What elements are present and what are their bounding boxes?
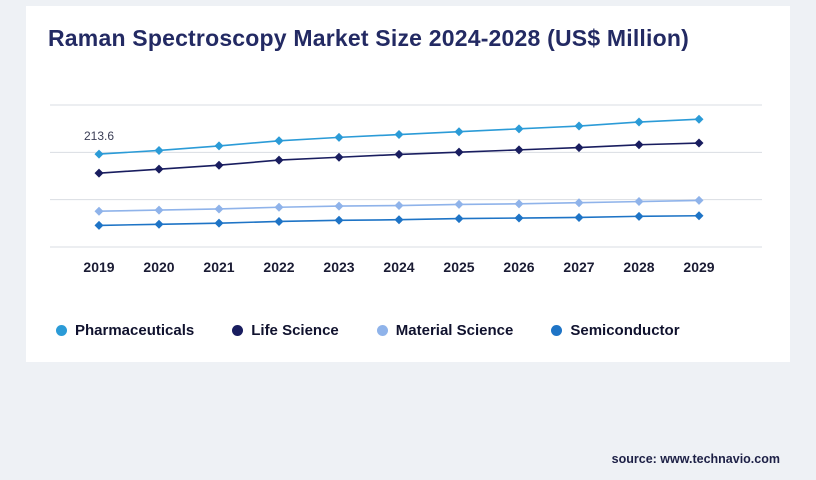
data-point-marker — [274, 202, 284, 212]
data-point-marker — [634, 117, 644, 127]
market-size-line-chart: 2019 2020 2021 2022 2023 2024 2025 2026 2027 2028… — [50, 104, 762, 275]
chart-card: Raman Spectroscopy Market Size 2024-2028… — [26, 6, 790, 362]
x-axis-label: 2028 — [623, 259, 654, 275]
data-point-marker — [454, 127, 464, 137]
data-point-marker — [694, 114, 704, 124]
series-material-science — [94, 195, 704, 216]
data-point-marker — [634, 140, 644, 150]
data-point-marker — [334, 132, 344, 142]
x-axis-label: 2022 — [263, 259, 294, 275]
data-point-marker — [94, 206, 104, 216]
data-point-marker — [214, 204, 224, 214]
x-axis-label: 2029 — [683, 259, 714, 275]
legend-label: Semiconductor — [570, 322, 680, 339]
data-point-marker — [634, 211, 644, 221]
legend-dot — [551, 325, 563, 336]
data-point-marker — [574, 198, 584, 208]
series-pharmaceuticals — [94, 114, 704, 159]
data-point-marker — [334, 215, 344, 225]
data-point-marker — [94, 149, 104, 159]
data-point-marker — [94, 168, 104, 178]
data-point-marker — [214, 160, 224, 170]
data-point-marker — [694, 138, 704, 148]
data-point-marker — [514, 213, 524, 223]
legend-dot — [376, 325, 388, 336]
data-point-marker — [94, 220, 104, 230]
data-point-marker — [454, 147, 464, 157]
series-life-science — [94, 138, 704, 178]
data-point-marker — [154, 145, 164, 155]
data-point-marker — [574, 121, 584, 131]
data-point-marker — [394, 215, 404, 225]
series-semiconductor — [94, 211, 704, 230]
x-axis-label: 2019 — [83, 259, 114, 275]
chart-legend: Pharmaceuticals Life Science Material Scie… — [56, 322, 680, 339]
data-point-marker — [634, 197, 644, 207]
x-axis-label: 2023 — [323, 259, 354, 275]
value-annotation: 213.6 — [84, 129, 114, 143]
x-axis-label: 2021 — [203, 259, 234, 275]
legend-label: Pharmaceuticals — [75, 322, 195, 339]
data-point-marker — [514, 145, 524, 155]
legend-label: Material Science — [395, 322, 514, 339]
x-axis-label: 2025 — [443, 259, 474, 275]
x-axis-label: 2027 — [563, 259, 594, 275]
data-point-marker — [214, 141, 224, 151]
data-point-marker — [334, 152, 344, 162]
data-point-marker — [154, 219, 164, 229]
legend-item-life-science: Life Science — [232, 322, 339, 339]
data-point-marker — [394, 130, 404, 140]
legend-item-material-science: Material Science — [376, 322, 514, 339]
data-point-marker — [394, 149, 404, 159]
legend-label: Life Science — [251, 322, 339, 339]
legend-item-pharmaceuticals: Pharmaceuticals — [56, 322, 194, 339]
source-credit: source: www.technavio.com — [611, 452, 780, 466]
data-point-marker — [514, 199, 524, 209]
x-axis-label: 2024 — [383, 259, 414, 275]
x-axis-label: 2026 — [503, 259, 534, 275]
data-point-marker — [274, 136, 284, 146]
data-point-marker — [694, 195, 704, 205]
x-axis-label: 2020 — [143, 259, 174, 275]
data-point-marker — [514, 124, 524, 134]
data-point-marker — [334, 201, 344, 211]
data-point-marker — [274, 155, 284, 165]
data-point-marker — [574, 143, 584, 153]
data-point-marker — [274, 216, 284, 226]
data-point-marker — [394, 201, 404, 211]
legend-dot — [56, 325, 67, 336]
data-point-marker — [694, 211, 704, 221]
data-point-marker — [214, 218, 224, 228]
data-point-marker — [154, 164, 164, 174]
data-point-marker — [454, 214, 464, 224]
chart-title: Raman Spectroscopy Market Size 2024-2028… — [48, 25, 689, 51]
data-point-marker — [574, 212, 584, 222]
chart-area: 2019 2020 2021 2022 2023 2024 2025 2026 2027 2028… — [46, 86, 776, 287]
legend-dot — [232, 325, 244, 336]
legend-item-semiconductor: Semiconductor — [551, 322, 680, 339]
data-point-marker — [154, 205, 164, 215]
data-point-marker — [454, 199, 464, 209]
